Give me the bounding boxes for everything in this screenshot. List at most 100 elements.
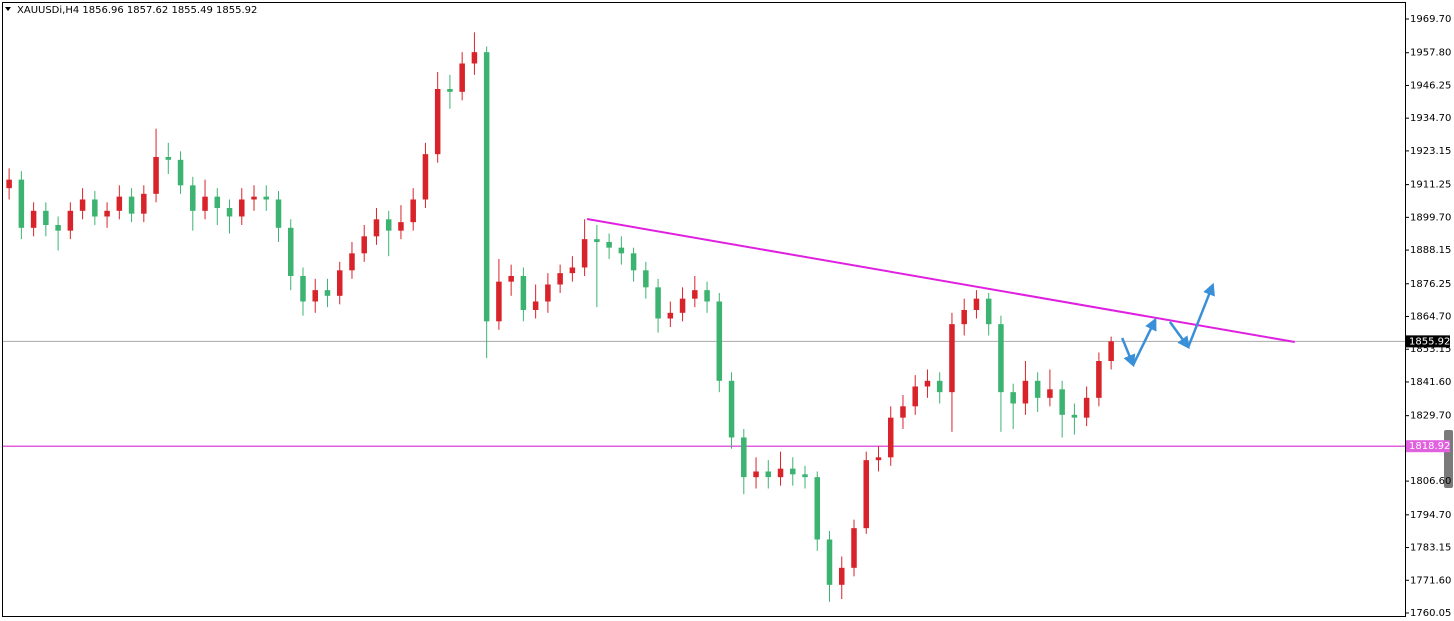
y-tick-label: 1760.05 xyxy=(1410,608,1451,619)
candle-body xyxy=(104,210,110,217)
candle-body xyxy=(508,275,514,282)
candle-body xyxy=(312,290,318,302)
candle-body xyxy=(422,154,429,200)
candle-body xyxy=(202,196,208,211)
candle-body xyxy=(569,267,576,274)
candle-body xyxy=(18,179,25,228)
candle-body xyxy=(912,386,918,407)
y-tick-label: 1864.70 xyxy=(1410,312,1451,323)
candle-body xyxy=(459,63,465,92)
candle-body xyxy=(814,477,821,540)
candle-body xyxy=(998,324,1004,393)
candle-body xyxy=(349,253,355,271)
candle-body xyxy=(483,52,490,322)
candle-body xyxy=(471,52,478,64)
y-tick-label: 1841.60 xyxy=(1410,377,1451,388)
y-tick-label: 1783.15 xyxy=(1410,543,1451,554)
candle-body xyxy=(643,270,649,288)
candle-body xyxy=(67,210,74,231)
candle-body xyxy=(630,253,637,271)
candle-body xyxy=(447,88,453,92)
candle-body xyxy=(961,309,967,325)
candle-body xyxy=(30,210,37,228)
candle-body xyxy=(704,290,710,302)
candle-body xyxy=(79,199,86,211)
y-tick-label: 1957.80 xyxy=(1410,48,1451,59)
candle-body xyxy=(1034,380,1041,398)
candle-body xyxy=(116,196,123,211)
candle-body xyxy=(153,156,159,194)
candle-body xyxy=(43,210,49,225)
candle-body xyxy=(1071,414,1078,418)
candle-body xyxy=(287,227,294,276)
candle-body xyxy=(802,474,808,478)
y-tick-label: 1806.60 xyxy=(1410,476,1451,487)
y-tick-label: 1946.25 xyxy=(1410,80,1451,91)
last-price-tag xyxy=(1406,335,1450,348)
y-tick-label: 1934.70 xyxy=(1410,113,1451,124)
candle-body xyxy=(1083,397,1090,418)
candle-body xyxy=(741,437,747,478)
candle-body xyxy=(300,275,306,302)
candle-body xyxy=(324,290,331,296)
candle-body xyxy=(545,284,551,302)
candle-body xyxy=(239,199,245,217)
candle-body xyxy=(667,312,674,319)
candle-body xyxy=(863,460,869,529)
candle-body xyxy=(226,207,233,217)
candle-body xyxy=(398,222,404,231)
candle-body xyxy=(177,159,184,186)
candle-body xyxy=(594,239,600,242)
y-tick-label: 1794.70 xyxy=(1410,510,1451,521)
candle-body xyxy=(618,247,625,254)
y-tick-label: 1853.15 xyxy=(1410,344,1451,355)
candle-body xyxy=(900,406,906,418)
candle-body xyxy=(385,219,392,231)
candle-body xyxy=(251,196,257,200)
candle-body xyxy=(838,567,845,585)
candle-body xyxy=(924,380,931,387)
candle-body xyxy=(141,193,147,214)
candle-body xyxy=(728,380,735,438)
candle-body xyxy=(336,270,343,296)
y-tick-label: 1899.70 xyxy=(1410,212,1451,223)
candle-body xyxy=(92,199,98,217)
projection-arrow xyxy=(1168,321,1190,350)
candle-body xyxy=(949,324,955,393)
candle-body xyxy=(165,156,172,160)
candle-body xyxy=(361,236,367,254)
y-tick-label: 1876.25 xyxy=(1410,279,1451,290)
candle-body xyxy=(373,219,380,237)
candle-body xyxy=(496,281,502,322)
candle-body xyxy=(1059,389,1065,415)
candle-body xyxy=(753,471,759,478)
chart-title: XAUUSDi,H4 1856.96 1857.62 1855.49 1855.… xyxy=(17,5,257,16)
candle-body xyxy=(765,471,772,478)
candle-body xyxy=(275,199,282,228)
candle-body xyxy=(128,196,135,214)
candle-body xyxy=(1108,341,1114,361)
candle-body xyxy=(1047,389,1053,398)
y-tick-label: 1969.70 xyxy=(1410,14,1451,25)
candle-body xyxy=(55,224,61,231)
candle-body xyxy=(875,457,882,461)
candle-body xyxy=(790,468,796,475)
y-tick-label: 1911.25 xyxy=(1410,180,1451,191)
candle-body xyxy=(410,199,416,223)
y-tick-label: 1888.15 xyxy=(1410,245,1451,256)
y-tick-label: 1829.70 xyxy=(1410,411,1451,422)
projection-arrow xyxy=(1187,282,1215,348)
plot-frame xyxy=(2,2,1406,617)
candle-body xyxy=(581,239,588,268)
candle-body xyxy=(973,298,980,310)
candle-body xyxy=(6,179,12,189)
candle-body xyxy=(1022,380,1029,404)
level-label: 1818.92 xyxy=(1409,441,1450,452)
candle-body xyxy=(434,88,441,155)
level-tag xyxy=(1406,440,1450,453)
projection-arrow xyxy=(1120,337,1136,368)
menu-arrow[interactable] xyxy=(5,7,11,11)
candle-body xyxy=(851,528,857,568)
